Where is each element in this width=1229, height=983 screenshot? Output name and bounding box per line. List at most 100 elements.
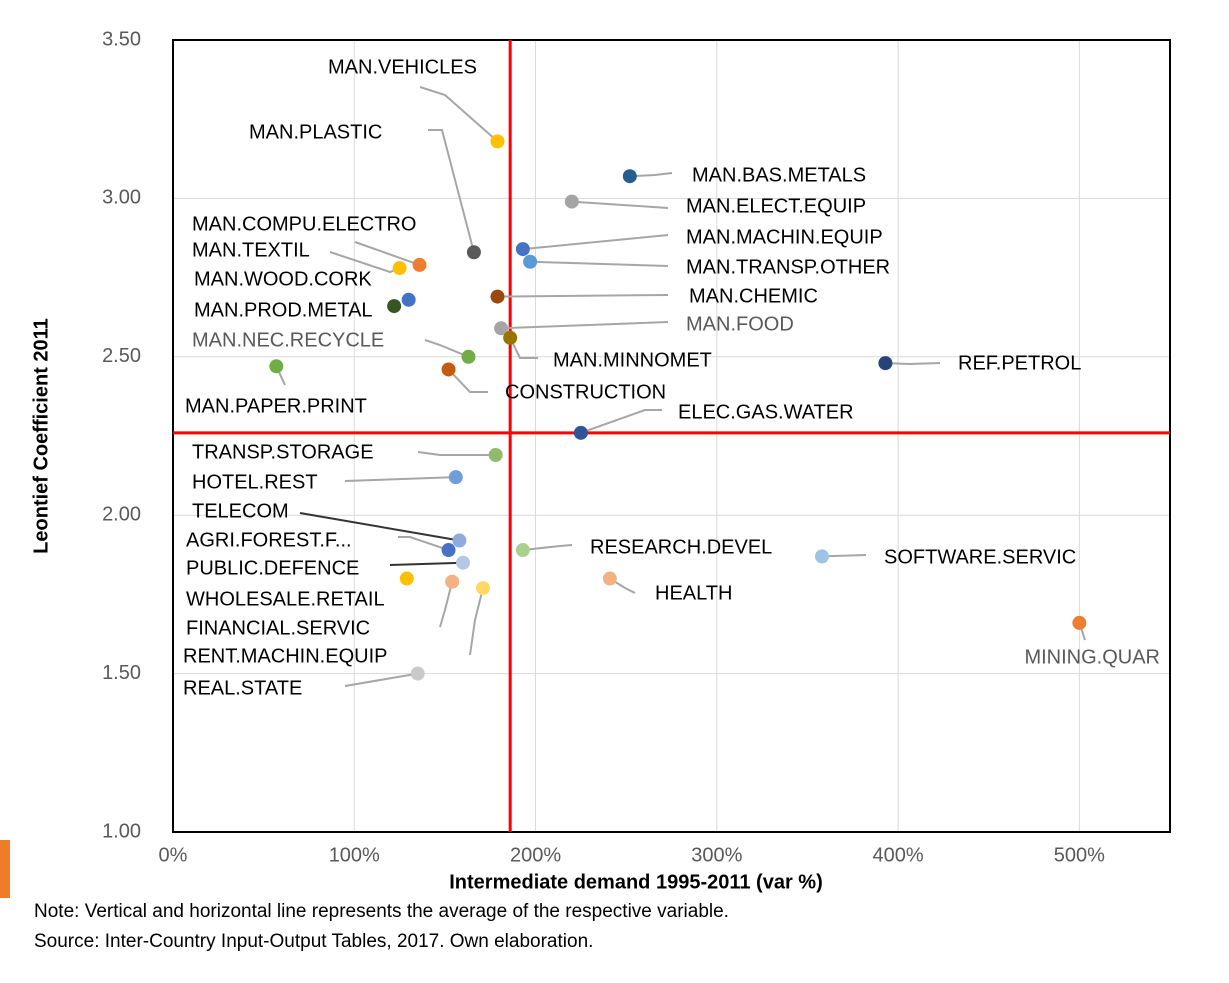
- source: Source: Inter-Country Input-Output Table…: [34, 931, 593, 952]
- point: [494, 321, 509, 336]
- leader-line: [530, 260, 669, 267]
- point: [1072, 615, 1087, 630]
- point: [878, 356, 893, 371]
- x-tick-label: 300%: [691, 844, 742, 866]
- y-tick-label: 3.50: [102, 28, 141, 50]
- leader-line: [354, 241, 420, 266]
- data-label: AGRI.FOREST.F...: [186, 529, 352, 551]
- leader-line: [299, 512, 460, 542]
- data-label: TELECOM: [192, 500, 289, 522]
- leader-line: [424, 339, 469, 358]
- leader-line: [469, 587, 484, 656]
- data-label: MAN.ELECT.EQUIP: [686, 195, 866, 217]
- data-label: REF.PETROL: [958, 352, 1081, 374]
- point: [401, 292, 416, 307]
- data-label: TRANSP.STORAGE: [192, 441, 374, 463]
- data-label: MAN.PLASTIC: [249, 121, 382, 143]
- point: [448, 470, 463, 485]
- data-label: MAN.TRANSP.OTHER: [686, 256, 890, 278]
- point: [456, 555, 471, 570]
- x-tick-label: 100%: [329, 844, 380, 866]
- leader-line: [629, 172, 673, 178]
- leader-line: [571, 200, 669, 209]
- y-tick-label: 2.50: [102, 345, 141, 367]
- y-tick-label: 1.00: [102, 820, 141, 842]
- data-label: RESEARCH.DEVEL: [590, 536, 772, 558]
- data-label: CONSTRUCTION: [505, 381, 666, 403]
- data-label: SOFTWARE.SERVIC: [884, 546, 1076, 568]
- data-label: MAN.TEXTIL: [192, 239, 310, 261]
- point: [441, 543, 456, 558]
- point: [515, 242, 530, 257]
- y-tick-label: 3.00: [102, 187, 141, 209]
- leader-line: [885, 362, 941, 366]
- point: [445, 574, 460, 589]
- leader-line: [389, 561, 464, 566]
- leader-line: [344, 476, 456, 482]
- leader-line: [344, 672, 418, 687]
- plot-frame: [172, 39, 1171, 833]
- point: [412, 257, 427, 272]
- data-label: HOTEL.REST: [192, 471, 318, 493]
- point: [441, 362, 456, 377]
- point: [410, 666, 425, 681]
- x-tick-label: 400%: [873, 844, 924, 866]
- point: [622, 169, 637, 184]
- leader-line: [522, 234, 669, 251]
- leader-line: [447, 368, 488, 393]
- data-label: PUBLIC.DEFENCE: [186, 557, 359, 579]
- data-label: MAN.PROD.METAL: [194, 299, 373, 321]
- x-tick-label: 200%: [510, 844, 561, 866]
- leader-line: [501, 321, 669, 330]
- point: [392, 261, 407, 276]
- data-label: MAN.BAS.METALS: [692, 164, 866, 186]
- point: [573, 425, 588, 440]
- note: Note: Vertical and horizontal line repre…: [34, 901, 729, 922]
- point: [466, 245, 481, 260]
- data-label: MAN.PAPER.PRINT: [185, 395, 367, 417]
- point: [461, 349, 476, 364]
- y-tick-label: 1.50: [102, 662, 141, 684]
- x-tick-label: 500%: [1054, 844, 1105, 866]
- data-label: MAN.FOOD: [686, 313, 794, 335]
- leader-line: [398, 536, 449, 551]
- data-label: HEALTH: [655, 582, 732, 604]
- data-label: MAN.NEC.RECYCLE: [192, 329, 384, 351]
- point: [814, 549, 829, 564]
- x-axis-label: Intermediate demand 1995-2011 (var %): [449, 871, 823, 893]
- point: [452, 533, 467, 548]
- leader-line: [522, 544, 573, 552]
- point: [523, 254, 538, 269]
- point: [503, 330, 518, 345]
- leader-line: [821, 554, 867, 558]
- data-label: MINING.QUAR: [1024, 646, 1160, 668]
- data-label: ELEC.GAS.WATER: [678, 401, 854, 423]
- y-tick-label: 2.00: [102, 503, 141, 525]
- point: [399, 571, 414, 586]
- point: [269, 359, 284, 374]
- data-label: MAN.WOOD.CORK: [194, 268, 372, 290]
- point: [564, 194, 579, 209]
- data-label: MAN.MACHIN.EQUIP: [686, 226, 883, 248]
- leader-line: [439, 581, 454, 628]
- leader-line: [580, 409, 662, 434]
- leader-line: [509, 337, 538, 359]
- leader-line: [419, 86, 499, 143]
- y-axis-label: Leontief Coefficient 2011: [30, 318, 52, 554]
- accent-bar: [0, 840, 10, 898]
- data-label: RENT.MACHIN.EQUIP: [183, 645, 387, 667]
- point: [488, 448, 503, 463]
- x-tick-label: 0%: [159, 844, 188, 866]
- data-label: MAN.VEHICLES: [328, 56, 477, 78]
- point: [515, 543, 530, 558]
- leader-line: [497, 294, 669, 298]
- data-label: WHOLESALE.RETAIL: [186, 588, 385, 610]
- data-label: MAN.CHEMIC: [689, 285, 818, 307]
- data-label: MAN.MINNOMET: [553, 349, 712, 371]
- point: [475, 581, 490, 596]
- point: [602, 571, 617, 586]
- data-label: REAL.STATE: [183, 677, 302, 699]
- point: [387, 299, 402, 314]
- point: [490, 289, 505, 304]
